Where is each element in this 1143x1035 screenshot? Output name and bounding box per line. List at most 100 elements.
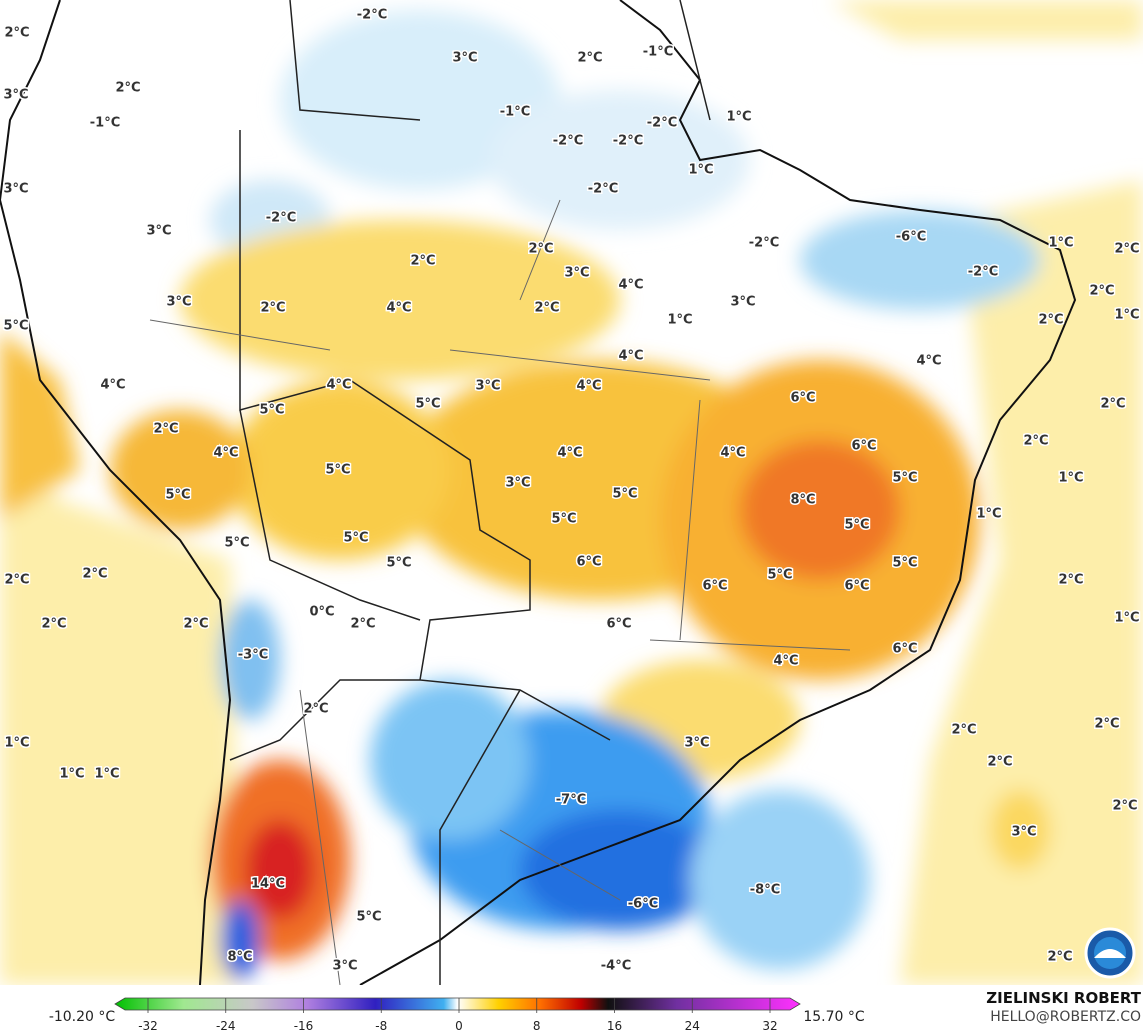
temperature-label: -2°C	[357, 8, 387, 23]
temperature-label: 1°C	[667, 313, 692, 328]
temperature-label: -6°C	[628, 897, 658, 912]
temperature-label: 4°C	[213, 446, 238, 461]
temperature-label: 4°C	[326, 378, 351, 393]
temperature-label: 5°C	[892, 556, 917, 571]
temperature-label: 2°C	[1112, 799, 1137, 814]
temperature-label: 2°C	[1100, 397, 1125, 412]
temperature-label: -4°C	[601, 959, 631, 974]
temperature-label: 2°C	[115, 81, 140, 96]
temperature-label: 2°C	[4, 573, 29, 588]
temperature-label: 2°C	[987, 755, 1012, 770]
temperature-label: -8°C	[750, 883, 780, 898]
temperature-label: 4°C	[576, 379, 601, 394]
temperature-label: 2°C	[577, 51, 602, 66]
temperature-label: 4°C	[773, 654, 798, 669]
temperature-label: -2°C	[553, 134, 583, 149]
temperature-label: 6°C	[851, 439, 876, 454]
temperature-label: 2°C	[4, 26, 29, 41]
colorbar-min-label: -10.20 °C	[49, 1009, 116, 1025]
map-background	[0, 0, 1143, 986]
temperature-label: 2°C	[1023, 434, 1048, 449]
temperature-label: 0°C	[309, 605, 334, 620]
temperature-label: -1°C	[90, 116, 120, 131]
temperature-label: 4°C	[720, 446, 745, 461]
temperature-label: -6°C	[896, 230, 926, 245]
temperature-label: 4°C	[100, 378, 125, 393]
temperature-label: 2°C	[260, 301, 285, 316]
temperature-label: 2°C	[350, 617, 375, 632]
temperature-label: 1°C	[59, 767, 84, 782]
temperature-label: 1°C	[726, 110, 751, 125]
temperature-label: 2°C	[41, 617, 66, 632]
temperature-label: 8°C	[790, 493, 815, 508]
map-labels: 2°C-2°C3°C 2°C -1°C3°C 2°C-1°C-1°C-2°C -2°C-…	[2, 6, 1141, 975]
temperature-label: 2°C	[183, 617, 208, 632]
temperature-label: 4°C	[916, 354, 941, 369]
temperature-label: 5°C	[386, 556, 411, 571]
temperature-label: 6°C	[702, 579, 727, 594]
temperature-label: 3°C	[3, 182, 28, 197]
temperature-label: 2°C	[1114, 242, 1139, 257]
temperature-label: 1°C	[688, 163, 713, 178]
temperature-label: 5°C	[343, 531, 368, 546]
temperature-label: 2°C	[1047, 950, 1072, 965]
colorbar-tick-label: -8	[375, 1019, 387, 1033]
colorbar-gradient	[114, 997, 801, 1011]
temperature-label: 1°C	[94, 767, 119, 782]
temperature-label: 4°C	[557, 446, 582, 461]
temperature-label: -2°C	[647, 116, 677, 131]
temperature-label: 5°C	[356, 910, 381, 925]
temperature-label: 3°C	[684, 736, 709, 751]
temperature-label: -2°C	[968, 265, 998, 280]
temperature-label: -2°C	[749, 236, 779, 251]
temperature-label: 2°C	[534, 301, 559, 316]
colorbar-tick-label: 8	[533, 1019, 541, 1033]
temperature-label: 3°C	[475, 379, 500, 394]
temperature-label: 2°C	[528, 242, 553, 257]
temperature-label: 6°C	[844, 579, 869, 594]
colorbar-tick-label: -32	[138, 1019, 158, 1033]
temperature-label: 1°C	[976, 507, 1001, 522]
temperature-label: 5°C	[415, 397, 440, 412]
temperature-label: 4°C	[618, 349, 643, 364]
temperature-label: 2°C	[82, 567, 107, 582]
colorbar-tick-label: 24	[685, 1019, 700, 1033]
temperature-label: 1°C	[1048, 236, 1073, 251]
temperature-label: 1°C	[1058, 471, 1083, 486]
temperature-label: 6°C	[606, 617, 631, 632]
temperature-label: 3°C	[1011, 825, 1036, 840]
temperature-label: 2°C	[410, 254, 435, 269]
temperature-label: -3°C	[238, 648, 268, 663]
credit-contact: HELLO@ROBERTZ.CO	[990, 1009, 1141, 1025]
colorbar-tick-label: -24	[216, 1019, 236, 1033]
temperature-label: 8°C	[227, 950, 252, 965]
temperature-label: 3°C	[452, 51, 477, 66]
temperature-label: 5°C	[767, 568, 792, 583]
temperature-label: 2°C	[1089, 284, 1114, 299]
colorbar-tick-label: 16	[607, 1019, 622, 1033]
temperature-label: 14°C	[251, 877, 285, 892]
temperature-label: 5°C	[165, 488, 190, 503]
credit-author: ZIELINSKI ROBERT	[986, 989, 1141, 1007]
temperature-label: 5°C	[259, 403, 284, 418]
colorbar: -10.20 °C 15.70 °C -32 -24 -16 -8 0 8 16 24 32	[49, 997, 865, 1033]
colorbar-tick-label: 0	[455, 1019, 463, 1033]
colorbar-tick-label: 32	[762, 1019, 777, 1033]
temperature-label: 6°C	[790, 391, 815, 406]
temperature-label: 3°C	[146, 224, 171, 239]
temperature-label: 6°C	[576, 555, 601, 570]
colorbar-max-label: 15.70 °C	[803, 1009, 865, 1025]
temperature-label: 4°C	[618, 278, 643, 293]
temperature-label: 2°C	[1038, 313, 1063, 328]
temperature-label: 2°C	[951, 723, 976, 738]
temperature-label: 5°C	[224, 536, 249, 551]
temperature-label: 2°C	[1058, 573, 1083, 588]
temperature-label: -2°C	[588, 182, 618, 197]
temperature-label: 3°C	[166, 295, 191, 310]
temperature-label: 5°C	[325, 463, 350, 478]
temperature-label: 1°C	[1114, 308, 1139, 323]
temperature-label: -2°C	[266, 211, 296, 226]
temperature-label: -7°C	[556, 793, 586, 808]
temperature-label: 1°C	[4, 736, 29, 751]
